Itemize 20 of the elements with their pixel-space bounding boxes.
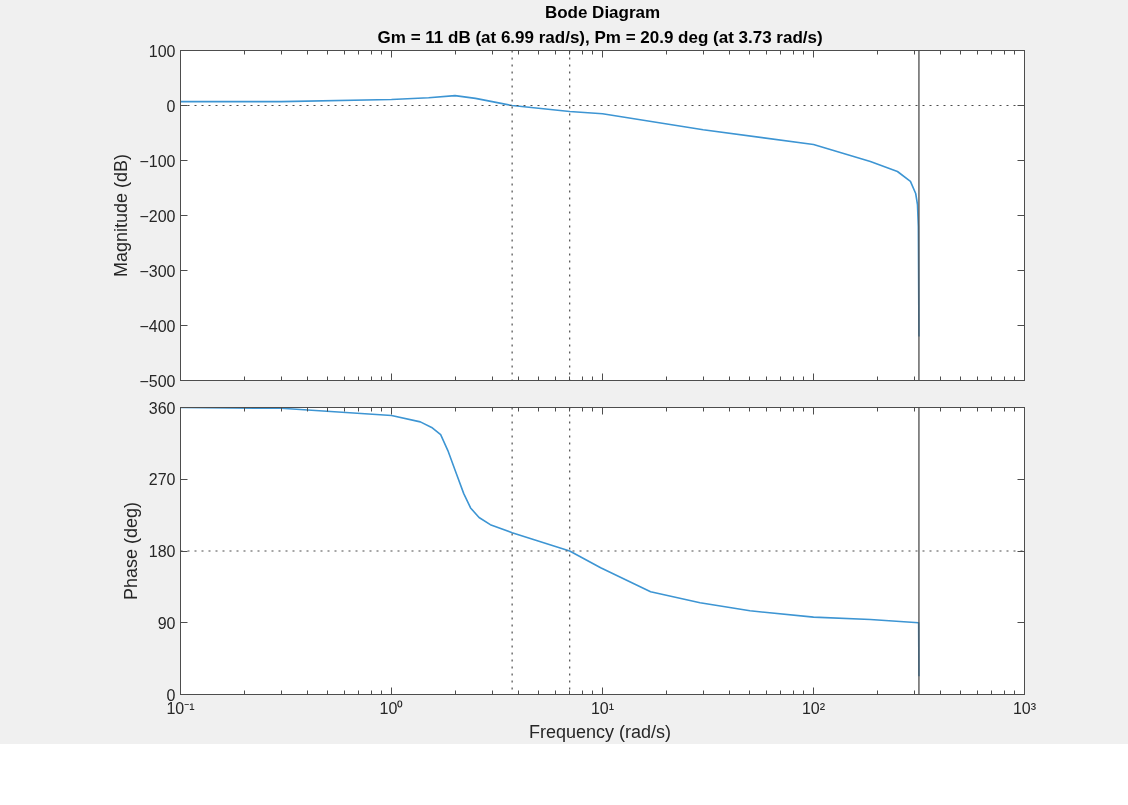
y-axis-title: Magnitude (dB) <box>111 153 132 278</box>
y-tick-label: −200 <box>139 207 176 225</box>
y-tick-label: −100 <box>139 152 176 170</box>
y-tick-label: 90 <box>157 614 176 632</box>
x-tick-label: 10² <box>801 699 826 717</box>
x-tick-label: 10⁰ <box>379 699 404 717</box>
y-tick-label: −500 <box>139 372 176 390</box>
y-tick-label: 360 <box>148 399 176 417</box>
y-tick-label: 180 <box>148 543 176 560</box>
y-tick-label: 0 <box>166 97 176 115</box>
chart-title: Bode Diagram <box>544 2 661 22</box>
x-tick-label: 10¹ <box>590 699 615 717</box>
x-tick-label: 10³ <box>1012 699 1037 717</box>
y-axis-title: Phase (deg) <box>120 501 141 601</box>
y-tick-label: −400 <box>139 317 176 335</box>
chart-subtitle: Gm = 11 dB (at 6.99 rad/s), Pm = 20.9 deg (at 3.73 rad/s) <box>377 27 823 47</box>
y-tick-label: −300 <box>139 262 176 280</box>
x-axis-title: Frequency (rad/s) <box>528 721 672 742</box>
y-tick-label: 100 <box>148 42 176 60</box>
y-tick-label: 270 <box>148 471 176 489</box>
